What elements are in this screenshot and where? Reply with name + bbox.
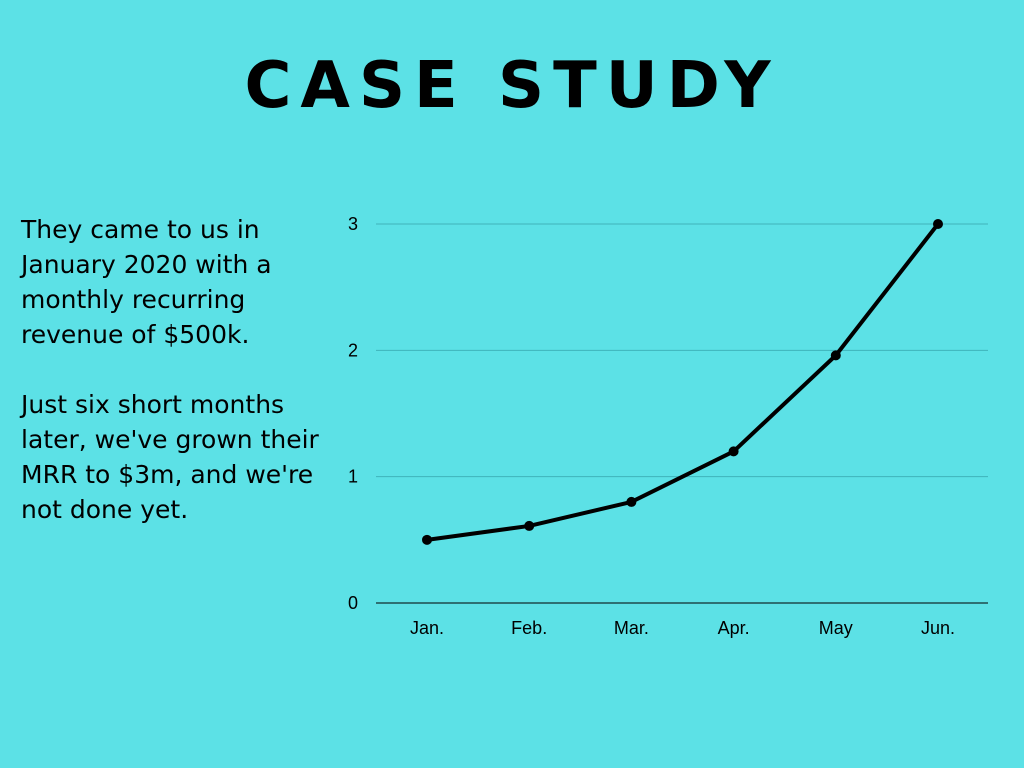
x-tick-label: May <box>819 618 853 638</box>
x-tick-label: Jan. <box>410 618 444 638</box>
data-point <box>524 520 535 531</box>
story-paragraph-result: Just six short months later, we've grown… <box>21 390 319 524</box>
story-paragraph-intro: They came to us in January 2020 with a m… <box>21 215 272 349</box>
y-tick-label: 3 <box>348 214 358 234</box>
y-tick-label: 1 <box>348 467 358 487</box>
x-tick-label: Mar. <box>614 618 649 638</box>
y-axis-ticks: 0 1 2 3 <box>348 214 358 613</box>
slide-title: CASE STUDY <box>244 49 780 123</box>
y-tick-label: 0 <box>348 593 358 613</box>
data-point <box>830 350 841 361</box>
y-tick-label: 2 <box>348 340 358 360</box>
data-point <box>422 534 432 545</box>
x-tick-label: Feb. <box>511 618 547 638</box>
data-points <box>422 219 943 545</box>
data-point <box>933 219 943 229</box>
x-tick-label: Apr. <box>718 618 750 638</box>
data-point <box>626 496 637 507</box>
x-tick-label: Jun. <box>921 618 955 638</box>
case-study-text: They came to us in January 2020 with a m… <box>21 212 331 562</box>
data-point <box>728 446 739 457</box>
series-line <box>425 222 940 542</box>
x-axis-ticks: Jan. Feb. Mar. Apr. May Jun. <box>410 618 955 638</box>
